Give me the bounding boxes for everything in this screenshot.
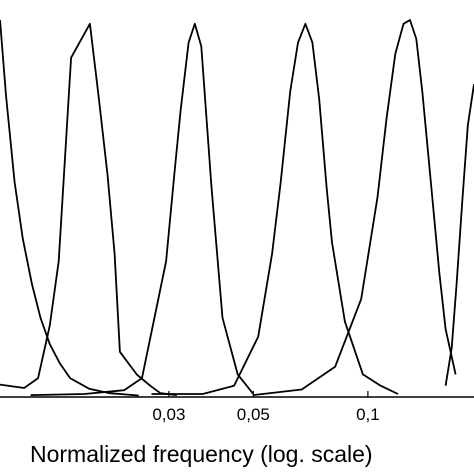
plot-area — [0, 0, 474, 397]
x-tick-label: 0,03 — [152, 405, 185, 424]
series-4-line — [151, 22, 399, 395]
series-6-line — [444, 83, 474, 386]
x-axis-ticks: 0,03 0,05 0,1 — [152, 391, 380, 424]
x-axis-title: Normalized frequency (log. scale) — [30, 441, 373, 467]
x-tick-label: 0,05 — [237, 405, 270, 424]
x-tick-label: 0,1 — [356, 405, 380, 424]
series-2-line — [0, 22, 178, 396]
series-curves — [0, 19, 474, 397]
series-1-line — [0, 19, 139, 397]
series-3-line — [30, 22, 255, 396]
series-5-line — [253, 19, 457, 396]
